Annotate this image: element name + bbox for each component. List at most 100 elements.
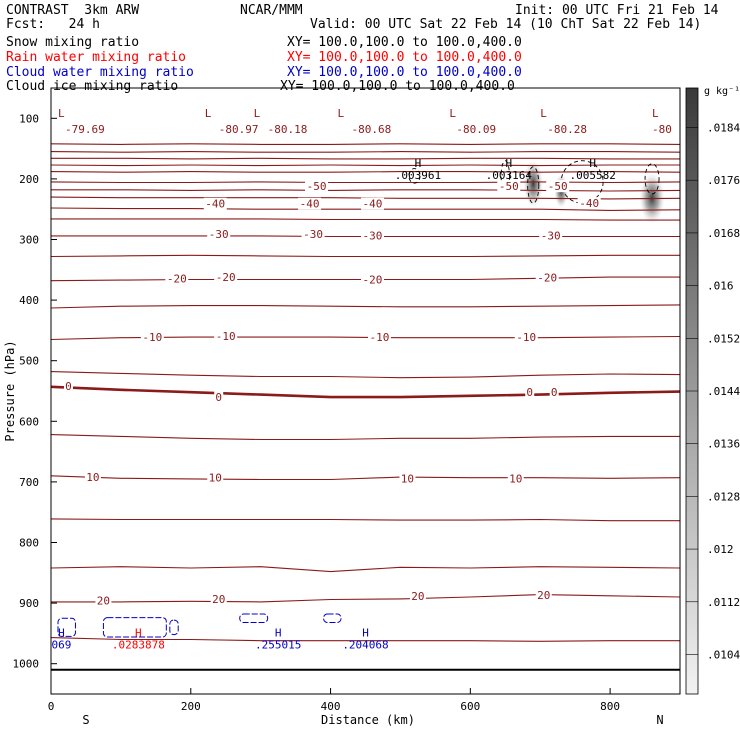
temperature-contour--70-3 bbox=[51, 164, 680, 167]
contour-label-10: -30 bbox=[541, 229, 561, 242]
contour-label-17: -10 bbox=[370, 331, 390, 344]
colorbar-label-3: .016 bbox=[707, 280, 734, 293]
contour-label-13: -20 bbox=[363, 273, 383, 286]
low-marker-0: L bbox=[58, 107, 65, 120]
contour-label-bg-16 bbox=[214, 329, 238, 342]
contour-label-28: 20 bbox=[212, 593, 225, 606]
temperature-contour-0-16 bbox=[51, 385, 680, 399]
south-end-label: S bbox=[82, 713, 89, 727]
high-marker-0: H bbox=[415, 157, 422, 170]
temperature-contour-20-21 bbox=[51, 594, 680, 603]
high-label-0: .003961 bbox=[395, 169, 441, 182]
colorbar-label-2: .0168 bbox=[707, 227, 740, 240]
y-tick-label-6: 700 bbox=[19, 476, 39, 489]
y-tick-label-5: 600 bbox=[19, 415, 39, 428]
snow-legend-xy: XY= 100.0,100.0 to 100.0,400.0 bbox=[287, 35, 522, 50]
temperature-contour--90-1 bbox=[51, 151, 680, 153]
contour-label-bg-23 bbox=[84, 471, 101, 484]
contour-label-bg-0 bbox=[305, 180, 329, 193]
y-tick-label-0: 100 bbox=[19, 112, 39, 125]
contour-label-7: -30 bbox=[209, 228, 229, 241]
contour-label-bg-25 bbox=[399, 472, 416, 485]
snow-contour-0 bbox=[408, 168, 421, 184]
snow-contour-2 bbox=[527, 166, 540, 204]
high-marker-3: H bbox=[135, 626, 142, 639]
colorbar-label-5: .0144 bbox=[707, 385, 740, 398]
y-tick-label-3: 400 bbox=[19, 294, 39, 307]
colorbar-label-0: .0184 bbox=[707, 122, 740, 135]
colorbar-label-7: .0128 bbox=[707, 490, 740, 503]
contour-label-bg-17 bbox=[367, 331, 391, 344]
contour-label-bg-4 bbox=[298, 197, 322, 210]
contour-label-22: 0 bbox=[551, 386, 558, 399]
temperature-contour--30-9 bbox=[51, 218, 680, 221]
colorbar-label-1: .0176 bbox=[707, 174, 740, 187]
low-label-5: -80.28 bbox=[547, 123, 587, 136]
contour-label-bg-5 bbox=[360, 197, 384, 210]
temperature-contour--80-2 bbox=[51, 157, 680, 160]
x-tick-label-2: 400 bbox=[321, 700, 341, 713]
y-tick-label-8: 900 bbox=[19, 597, 39, 610]
low-marker-6: L bbox=[652, 107, 659, 120]
contour-label-bg-20 bbox=[214, 391, 224, 404]
low-label-2: -80.18 bbox=[268, 123, 308, 136]
north-end-label: N bbox=[656, 713, 663, 727]
contour-label-bg-19 bbox=[63, 380, 73, 393]
contour-label-bg-22 bbox=[549, 386, 559, 399]
contour-label-30: 20 bbox=[537, 589, 550, 602]
x-tick-label-3: 600 bbox=[460, 700, 480, 713]
contour-label-bg-8 bbox=[301, 228, 325, 241]
x-axis-label: Distance (km) bbox=[321, 713, 415, 727]
low-marker-4: L bbox=[449, 107, 456, 120]
contour-label-bg-1 bbox=[497, 180, 521, 193]
temperature-contour--10-13 bbox=[51, 304, 680, 309]
model-title: CONTRAST 3km ARW bbox=[6, 3, 140, 18]
snow-legend-label: Snow mixing ratio bbox=[6, 35, 140, 50]
colorbar-units: g kg⁻¹ bbox=[704, 86, 740, 97]
colorbar-label-4: .0152 bbox=[707, 332, 740, 345]
temperature-contour-20-20 bbox=[51, 566, 680, 573]
contour-label-1: -50 bbox=[499, 180, 519, 193]
cloud-water-legend-xy: XY= 100.0,100.0 to 100.0,400.0 bbox=[287, 65, 522, 80]
contour-label-bg-14 bbox=[535, 271, 559, 284]
contour-label-bg-18 bbox=[514, 331, 538, 344]
temperature-contour--60-4 bbox=[51, 171, 680, 173]
temperature-contour-10-18 bbox=[51, 475, 680, 481]
y-tick-label-2: 300 bbox=[19, 234, 39, 247]
temperature-contour--50-5 bbox=[51, 181, 680, 184]
contour-label-25: 10 bbox=[401, 472, 414, 485]
cloud-water-contour-3 bbox=[239, 613, 269, 623]
high-marker-6: H bbox=[58, 626, 65, 639]
contour-label-29: 20 bbox=[411, 590, 424, 603]
temperature-contour-10-19 bbox=[51, 518, 680, 522]
low-marker-5: L bbox=[540, 107, 547, 120]
high-label-1: .003164 bbox=[486, 169, 533, 182]
contour-label-bg-24 bbox=[207, 471, 224, 484]
cloud-water-contour-1 bbox=[102, 617, 167, 638]
contour-label-bg-28 bbox=[210, 592, 227, 605]
contour-label-5: -40 bbox=[363, 198, 383, 211]
contour-label-26: 10 bbox=[509, 472, 522, 485]
high-label-2: .005582 bbox=[569, 169, 615, 182]
cloud-water-legend-label: Cloud water mixing ratio bbox=[6, 65, 194, 80]
contour-label-21: 0 bbox=[526, 386, 533, 399]
contour-label-bg-29 bbox=[409, 589, 426, 602]
colorbar-label-9: .0112 bbox=[707, 596, 740, 609]
temperature-contour--20-11 bbox=[51, 254, 680, 258]
temperature-contour-20-22 bbox=[51, 637, 680, 642]
contour-label-15: -10 bbox=[142, 331, 162, 344]
init-time: Init: 00 UTC Fri 21 Feb 14 bbox=[515, 3, 719, 18]
contour-label-2: -50 bbox=[548, 180, 568, 193]
contour-label-4: -40 bbox=[300, 198, 320, 211]
center-title: NCAR/MMM bbox=[240, 3, 303, 18]
low-marker-1: L bbox=[205, 107, 212, 120]
low-label-6: -80 bbox=[652, 123, 672, 136]
high-label-4: .255015 bbox=[255, 638, 301, 651]
low-marker-2: L bbox=[254, 107, 261, 120]
low-label-0: -79.69 bbox=[65, 123, 105, 136]
contour-label-19: 0 bbox=[65, 380, 72, 393]
contour-label-bg-11 bbox=[165, 272, 189, 285]
contour-label-9: -30 bbox=[363, 229, 383, 242]
contour-label-0: -50 bbox=[307, 180, 327, 193]
